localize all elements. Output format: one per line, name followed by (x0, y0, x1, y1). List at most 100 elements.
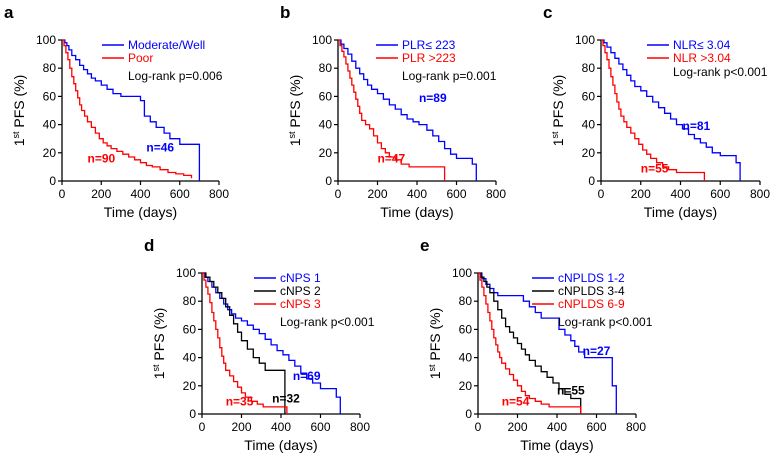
panel-label: b (280, 3, 290, 22)
panel-e: e 0 20 40 60 80 100 0 200 400 600 800 Time (days) 1st… (420, 236, 653, 453)
n-label: n=54 (502, 395, 530, 409)
y-tick-label: 60 (319, 89, 333, 103)
panel-label: e (420, 236, 429, 255)
y-tick-label: 100 (452, 266, 472, 280)
legend-label: NLR >3.04 (673, 51, 731, 65)
x-tick-label: 0 (199, 420, 206, 434)
y-tick-label: 60 (459, 322, 473, 336)
y-tick-label: 80 (43, 61, 57, 75)
x-tick-label: 800 (350, 420, 370, 434)
y-tick-label: 0 (465, 407, 472, 421)
x-tick-label: 0 (475, 420, 482, 434)
n-label: n=55 (557, 383, 585, 397)
survival-curve-2 (478, 272, 582, 414)
n-label: n=27 (583, 344, 611, 358)
y-tick-label: 40 (319, 118, 333, 132)
y-tick-label: 40 (43, 118, 57, 132)
x-tick-label: 400 (670, 187, 690, 201)
y-axis-title: 1st PFS (%) (550, 75, 566, 147)
x-tick-label: 200 (91, 187, 111, 201)
x-axis-title: Time (days) (244, 437, 317, 453)
y-tick-label: 20 (459, 379, 473, 393)
log-rank-annotation: Log-rank p=0.006 (128, 69, 223, 83)
legend-label: NLR≤ 3.04 (673, 38, 731, 52)
legend-label: PLR≤ 223 (402, 38, 456, 52)
y-tick-label: 80 (183, 294, 197, 308)
legend-label: Poor (128, 51, 153, 65)
survival-curve-3 (478, 272, 582, 414)
x-axis-title: Time (days) (520, 437, 593, 453)
survival-curve-1 (478, 272, 617, 414)
y-axis-title: 1st PFS (%) (11, 75, 27, 147)
legend-label: cNPLDS 6-9 (558, 297, 625, 311)
y-tick-label: 100 (575, 33, 595, 47)
survival-curve-2 (338, 39, 446, 181)
y-tick-label: 80 (582, 61, 596, 75)
x-tick-label: 600 (170, 187, 190, 201)
survival-curve-2 (601, 39, 706, 181)
x-tick-label: 800 (750, 187, 770, 201)
x-tick-label: 600 (586, 420, 606, 434)
y-tick-label: 0 (49, 174, 56, 188)
n-label: n=90 (88, 152, 116, 166)
y-tick-label: 100 (312, 33, 332, 47)
x-axis-title: Time (days) (644, 204, 717, 220)
y-tick-label: 20 (43, 146, 57, 160)
n-label: n=47 (378, 152, 406, 166)
panel-label: a (4, 3, 14, 22)
y-tick-label: 0 (588, 174, 595, 188)
y-tick-label: 100 (176, 266, 196, 280)
legend-label: cNPS 1 (280, 271, 321, 285)
x-tick-label: 200 (507, 420, 527, 434)
n-label: n=69 (293, 369, 321, 383)
panel-d: d 0 20 40 60 80 100 0 200 400 600 800 Time (days) 1st… (144, 236, 375, 453)
x-tick-label: 0 (598, 187, 605, 201)
y-tick-label: 0 (189, 407, 196, 421)
x-tick-label: 200 (231, 420, 251, 434)
survival-curve-3 (202, 272, 288, 414)
y-tick-label: 20 (183, 379, 197, 393)
legend-label: cNPS 2 (280, 284, 321, 298)
x-tick-label: 800 (209, 187, 229, 201)
y-tick-label: 20 (319, 146, 333, 160)
y-tick-label: 100 (36, 33, 56, 47)
x-tick-label: 200 (367, 187, 387, 201)
x-tick-label: 400 (547, 420, 567, 434)
x-axis-title: Time (days) (104, 204, 177, 220)
y-axis-title: 1st PFS (%) (427, 308, 443, 380)
x-tick-label: 0 (59, 187, 66, 201)
n-label: n=89 (419, 91, 447, 105)
y-tick-label: 60 (43, 89, 57, 103)
survival-curve-2 (62, 39, 193, 179)
panel-label: c (543, 3, 552, 22)
panel-c: c 0 20 40 60 80 100 0 200 400 600 800 Time (days) 1st… (543, 3, 770, 220)
n-label: n=46 (146, 140, 174, 154)
n-label: n=35 (226, 395, 254, 409)
log-rank-annotation: Log-rank p<0.001 (673, 65, 768, 79)
x-tick-label: 600 (310, 420, 330, 434)
y-tick-label: 20 (582, 146, 596, 160)
x-tick-label: 800 (626, 420, 646, 434)
legend-label: cNPLDS 3-4 (558, 284, 625, 298)
y-tick-label: 80 (459, 294, 473, 308)
n-label: n=55 (641, 162, 669, 176)
y-tick-label: 0 (325, 174, 332, 188)
x-tick-label: 600 (710, 187, 730, 201)
x-tick-label: 800 (486, 187, 506, 201)
legend-label: Moderate/Well (128, 38, 205, 52)
x-tick-label: 200 (631, 187, 651, 201)
panel-label: d (144, 236, 154, 255)
n-label: n=32 (272, 392, 300, 406)
x-tick-label: 400 (130, 187, 150, 201)
y-tick-label: 40 (459, 351, 473, 365)
survival-curve-1 (62, 39, 201, 181)
y-tick-label: 40 (183, 351, 197, 365)
x-tick-label: 0 (335, 187, 342, 201)
n-label: n=81 (682, 119, 710, 133)
survival-curve-1 (601, 39, 741, 181)
y-tick-label: 80 (319, 61, 333, 75)
y-axis-title: 1st PFS (%) (287, 75, 303, 147)
log-rank-annotation: Log-rank p=0.001 (402, 69, 497, 83)
x-tick-label: 400 (407, 187, 427, 201)
